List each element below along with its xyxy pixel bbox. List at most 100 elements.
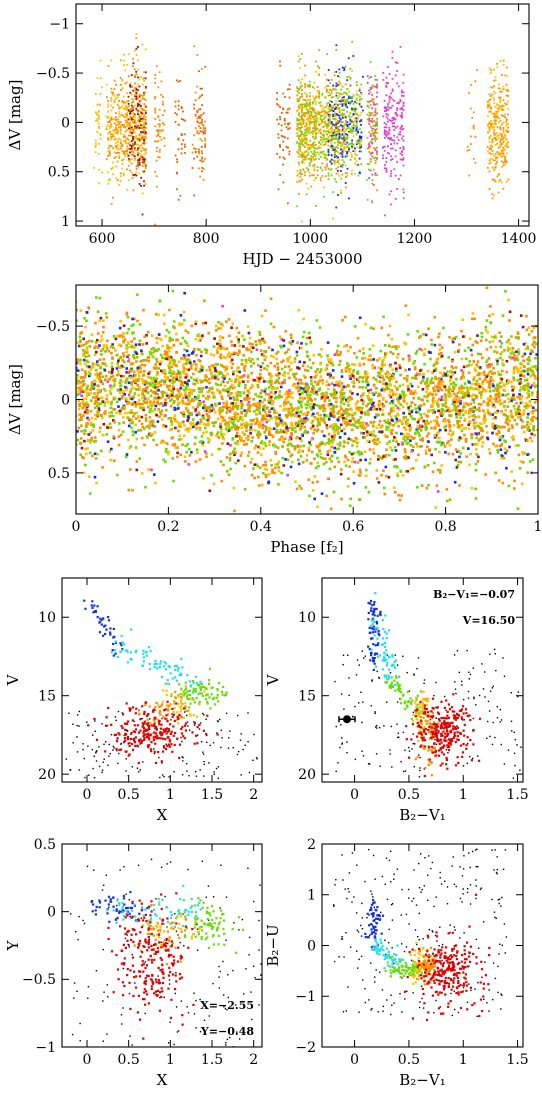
data-point [298,108,300,110]
data-point [135,168,138,170]
data-point [182,388,186,392]
data-point [384,133,386,136]
data-point [446,441,449,445]
data-point [148,350,152,354]
lightcurve-ytick-label: 0.5 [48,165,70,181]
data-point [333,103,336,106]
data-point [177,108,180,111]
data-point [488,93,491,96]
data-point [341,137,344,140]
data-point [513,487,516,490]
data-point [421,439,425,442]
data-point [112,134,115,136]
data-point [351,169,353,172]
data-point [198,70,200,73]
data-point [313,114,316,117]
data-point [487,448,491,451]
data-point [503,389,507,393]
data-point [219,347,223,350]
data-point [196,117,199,120]
data-point [358,386,362,389]
data-point [120,126,122,128]
data-point [382,398,385,401]
data-point [346,121,349,124]
data-point [488,122,491,125]
data-point [439,371,442,375]
data-point [304,155,307,158]
data-point [89,372,92,376]
data-point [98,142,100,145]
data-point [419,404,423,407]
data-point [491,145,494,148]
data-point [140,124,142,127]
data-point [440,388,444,392]
data-point [277,123,280,125]
data-point [222,401,225,405]
data-point [381,360,384,363]
data-point [493,194,496,197]
data-point [507,113,509,116]
data-point [304,84,307,87]
data-point [286,88,289,91]
data-point [163,370,166,374]
data-point [163,380,166,384]
data-point [107,115,110,118]
data-point [357,174,360,177]
data-point [202,131,205,134]
data-point [347,419,351,423]
lightcurve-frame [75,3,530,227]
data-point [138,78,141,81]
data-point [293,426,297,430]
data-point [204,129,207,132]
data-point [302,140,305,143]
data-point [141,108,144,110]
data-point [302,98,305,101]
data-point [394,61,397,64]
data-point [279,116,281,118]
data-point [135,135,138,137]
data-point [304,105,306,107]
data-point [239,416,242,419]
data-point [125,386,129,390]
data-point [374,125,377,127]
data-point [172,325,175,328]
data-point [333,156,336,158]
data-point [357,163,360,166]
data-point [296,132,299,135]
data-point [393,445,397,449]
data-point [196,110,199,112]
data-point [348,123,350,126]
data-point [374,85,377,88]
data-point [124,113,127,116]
data-point [321,406,325,409]
data-point [345,100,347,103]
data-point [310,174,313,177]
data-point [313,123,316,125]
data-point [307,168,310,171]
data-point [446,370,449,374]
data-point [372,101,375,104]
data-point [441,374,445,377]
data-point [91,396,95,399]
data-point [524,341,527,345]
data-point [360,150,363,153]
data-point [194,113,197,116]
data-point [519,366,522,370]
data-point [346,151,349,154]
data-point [334,391,338,394]
data-point [338,120,341,123]
data-point [171,391,174,394]
data-point [374,75,377,77]
data-point [440,414,443,417]
data-point [198,117,200,119]
data-point [160,379,164,382]
data-point [396,62,399,64]
data-point [237,419,240,423]
data-point [135,107,138,110]
data-point [349,128,352,131]
data-point [475,363,478,366]
data-point [137,59,139,62]
data-point [531,406,535,409]
data-point [176,369,180,373]
data-point [190,367,193,370]
